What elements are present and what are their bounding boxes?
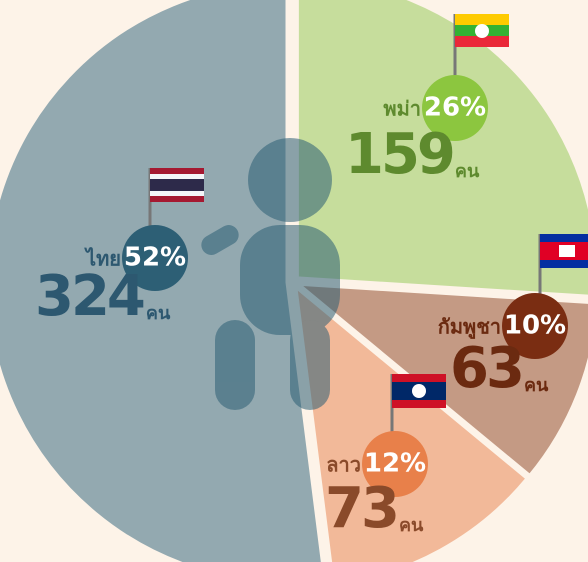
count-unit: คน <box>455 161 480 182</box>
pie-slice <box>293 283 530 562</box>
flag <box>455 14 509 47</box>
flag-stripe <box>150 168 204 174</box>
percent-label: 10% <box>504 311 566 341</box>
count-label: 324 <box>35 264 144 329</box>
count-label: 73 <box>325 476 397 541</box>
percent-badge <box>422 75 488 141</box>
flag-emblem <box>559 245 575 257</box>
flag-stripe <box>455 14 509 25</box>
flag <box>150 168 204 202</box>
flag-star <box>475 24 489 38</box>
count-unit: คน <box>146 303 171 324</box>
category-label: ลาว <box>326 453 361 477</box>
percent-badge <box>502 293 568 359</box>
flag-stripe <box>150 191 204 196</box>
flag-disc <box>412 384 426 398</box>
count-unit: คน <box>399 515 424 536</box>
count-label: 159 <box>345 122 453 187</box>
percent-badge <box>362 431 428 497</box>
category-label: ไทย <box>84 247 121 271</box>
percent-label: 12% <box>364 449 426 479</box>
flag-stripe <box>455 36 509 47</box>
percent-label: 26% <box>424 93 486 123</box>
baby-icon <box>201 138 340 410</box>
pie-slice <box>295 0 588 298</box>
percent-label: 52% <box>124 243 186 273</box>
percent-badge <box>122 225 188 291</box>
flag <box>392 374 446 408</box>
flag-stripe <box>150 174 204 179</box>
flag-stripe <box>150 196 204 202</box>
flag <box>540 234 588 268</box>
count-label: 63 <box>450 336 522 401</box>
count-unit: คน <box>524 375 549 396</box>
category-label: กัมพูชา <box>438 315 501 341</box>
flag-stripe <box>150 179 204 191</box>
category-label: พม่า <box>383 97 421 121</box>
